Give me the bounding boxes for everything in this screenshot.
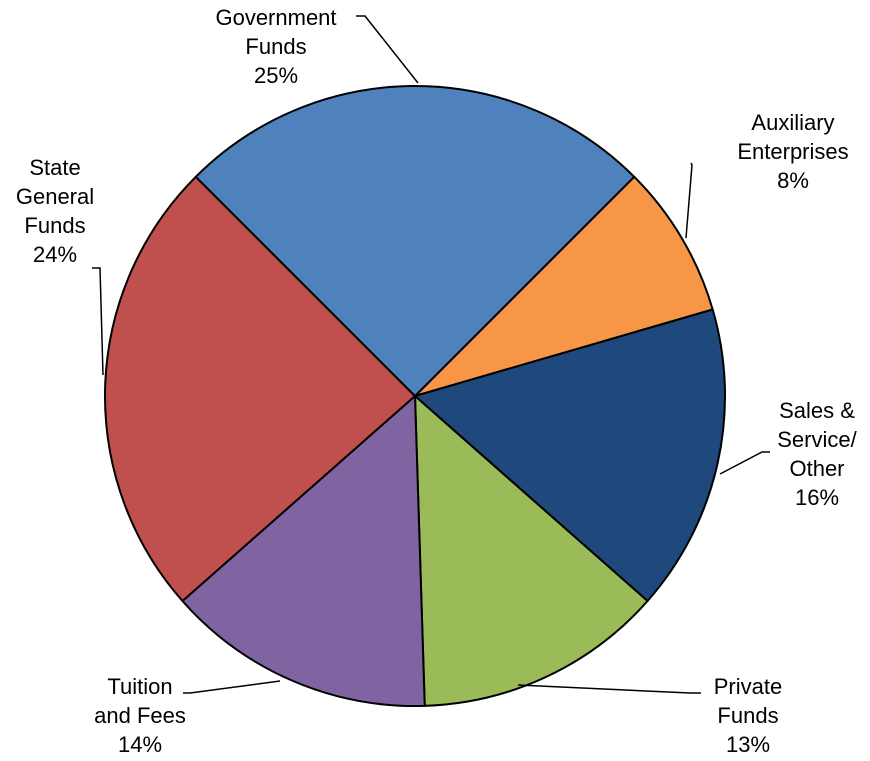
data-label-line: State bbox=[29, 155, 80, 180]
data-label-percent: 16% bbox=[795, 485, 839, 510]
leader-line bbox=[719, 451, 770, 475]
data-label: State General Funds 24% bbox=[16, 155, 94, 267]
data-label-line: Funds bbox=[245, 34, 306, 59]
data-label-percent: 8% bbox=[777, 168, 809, 193]
pie-slice-sales-service-other bbox=[414, 308, 726, 603]
pie-slices bbox=[104, 85, 726, 707]
leader-line bbox=[92, 267, 104, 376]
data-label-line: Funds bbox=[24, 213, 85, 238]
data-label: Sales & Service/Other 16% bbox=[777, 398, 857, 510]
leader-line bbox=[685, 162, 693, 239]
data-label-line: Other bbox=[789, 456, 844, 481]
data-label-percent: 13% bbox=[726, 732, 770, 757]
data-label-percent: 14% bbox=[118, 732, 162, 757]
data-label-line: Funds bbox=[717, 703, 778, 728]
data-label: Auxiliary Enterprises 8% bbox=[737, 110, 848, 193]
data-label-line: Enterprises bbox=[737, 139, 848, 164]
data-label-line: General bbox=[16, 184, 94, 209]
data-label: Tuition and Fees 14% bbox=[94, 674, 186, 757]
data-label-line: Private bbox=[714, 674, 782, 699]
pie-slice-private-funds bbox=[414, 395, 649, 707]
data-label-line: and Fees bbox=[94, 703, 186, 728]
pie-slice-government-funds bbox=[194, 85, 636, 397]
data-label-percent: 24% bbox=[33, 242, 77, 267]
data-label-line: Service/ bbox=[777, 427, 857, 452]
data-labels: Auxiliary Enterprises 8% Sales & Service/Oth… bbox=[16, 5, 858, 757]
leader-line bbox=[183, 680, 281, 694]
leader-line bbox=[517, 684, 701, 694]
data-label-line: Sales & bbox=[779, 398, 855, 423]
data-label: Private Funds 13% bbox=[714, 674, 782, 757]
pie-slice-auxiliary-enterprises bbox=[414, 175, 714, 397]
leader-line bbox=[356, 15, 419, 84]
leader-lines bbox=[92, 15, 770, 694]
data-label-line: Tuition bbox=[107, 674, 172, 699]
pie-slice-state-general-funds bbox=[104, 175, 416, 603]
data-label: Government Funds 25% bbox=[215, 5, 336, 88]
data-label-percent: 25% bbox=[254, 63, 298, 88]
pie-slice-tuition-and-fees bbox=[181, 395, 426, 707]
data-label-line: Auxiliary bbox=[751, 110, 834, 135]
data-label-line: Government bbox=[215, 5, 336, 30]
